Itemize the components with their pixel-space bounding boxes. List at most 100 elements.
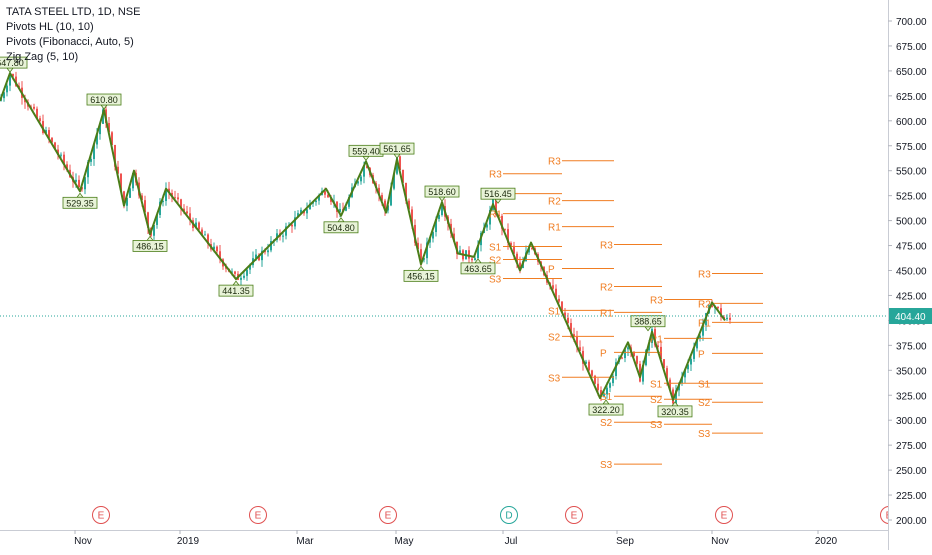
candle-body xyxy=(363,165,365,177)
candle-body xyxy=(51,137,53,143)
candle-body xyxy=(165,188,167,202)
candle-body xyxy=(195,222,197,229)
time-tick-label: May xyxy=(395,536,414,547)
pivot-hl-label: 486.15 xyxy=(132,235,168,252)
label-box xyxy=(0,56,28,69)
candle-body xyxy=(270,241,272,251)
pivot-label-r2: R2 xyxy=(600,282,613,293)
candle-body xyxy=(687,364,689,370)
pivot-label-r1: R1 xyxy=(650,334,663,345)
event-markers[interactable]: EEEDEEE xyxy=(92,506,898,524)
label-pointer xyxy=(644,326,652,332)
candle-body xyxy=(207,234,209,245)
price-tick-label: 450.00 xyxy=(896,267,927,278)
candle-body xyxy=(96,134,98,145)
candle-body xyxy=(99,123,101,135)
pivot-value: 456.15 xyxy=(407,271,435,281)
pivot-label-s1: S1 xyxy=(548,306,561,317)
candle-body xyxy=(393,173,395,189)
candle-body xyxy=(174,197,176,199)
candle-body xyxy=(726,317,728,320)
candle-body xyxy=(675,390,677,404)
candle-body xyxy=(240,277,242,280)
pivot-value: 441.35 xyxy=(222,286,250,296)
time-axis[interactable]: Nov 2019 Mar May Jul Sep Nov 2020 xyxy=(0,530,888,550)
pivot-label-s1: S1 xyxy=(698,379,711,390)
candlesticks xyxy=(0,71,731,409)
candle-body xyxy=(690,358,692,365)
pivot-hl-label: 322.20 xyxy=(588,399,624,416)
candle-body xyxy=(63,154,65,165)
label-box xyxy=(480,187,516,200)
candle-body xyxy=(39,118,41,122)
candle-body xyxy=(513,245,515,254)
candle-body xyxy=(384,200,386,211)
candle-body xyxy=(219,251,221,260)
candle-body xyxy=(54,142,56,150)
pivot-label-s3: S3 xyxy=(489,274,502,285)
candle-body xyxy=(381,195,383,201)
symbol-title[interactable]: TATA STEEL LTD, 1D, NSE xyxy=(6,6,141,18)
indicator-pivots-hl[interactable]: Pivots HL (10, 10) xyxy=(6,21,94,33)
label-pointer xyxy=(146,235,154,241)
candle-body xyxy=(297,213,299,218)
candle-body xyxy=(129,188,131,198)
candle-body xyxy=(411,209,413,225)
price-tick-label: 650.00 xyxy=(896,67,927,78)
candle-body xyxy=(642,365,644,382)
candle-body xyxy=(624,349,626,359)
candle-body xyxy=(435,218,437,233)
candle-body xyxy=(255,254,257,259)
candle-body xyxy=(663,359,665,369)
pivot-label-s2: S2 xyxy=(489,256,502,267)
time-tick-label: 2020 xyxy=(815,536,838,547)
candle-body xyxy=(696,338,698,349)
event-circle xyxy=(92,506,110,524)
candle-body xyxy=(231,271,233,273)
candle-body xyxy=(390,188,392,206)
candle-body xyxy=(348,197,350,207)
label-box xyxy=(86,93,122,106)
zigzag-line xyxy=(0,72,726,401)
candle-body xyxy=(213,246,215,250)
price-axis[interactable]: 700.00 675.00 650.00 625.00 600.00 575.00 550.… xyxy=(888,0,932,550)
pivot-hl-label: 463.65 xyxy=(460,258,496,275)
candle-body xyxy=(600,390,602,397)
pivot-hl-label: 320.35 xyxy=(657,401,693,418)
candle-body xyxy=(396,156,398,174)
last-price-badge: 404.40 xyxy=(889,308,932,325)
price-tick-label: 700.00 xyxy=(896,17,927,28)
pivot-value: 561.65 xyxy=(383,144,411,154)
time-tick-label: 2019 xyxy=(177,536,200,547)
candle-body xyxy=(423,258,425,260)
candle-body xyxy=(186,211,188,214)
candle-body xyxy=(198,222,200,230)
pivot-label-s3: S3 xyxy=(698,429,711,440)
candle-body xyxy=(438,215,440,219)
candle-body xyxy=(156,215,158,225)
candle-body xyxy=(579,347,581,351)
candle-body xyxy=(117,166,119,174)
indicator-fib-pivots[interactable]: Pivots (Fibonacci, Auto, 5) xyxy=(6,36,134,48)
time-tick-label: Mar xyxy=(296,536,314,547)
indicator-zigzag[interactable]: Zig Zag (5, 10) xyxy=(6,51,79,63)
earnings-marker: E xyxy=(715,506,733,524)
candle-body xyxy=(432,232,434,239)
event-label: E xyxy=(721,511,728,522)
event-circle xyxy=(500,506,518,524)
time-tick-label: Sep xyxy=(616,536,634,547)
candle-body xyxy=(378,187,380,196)
pivot-label-s1: S1 xyxy=(489,243,502,254)
pivot-hl-label: 529.35 xyxy=(62,192,98,209)
candle-body xyxy=(603,394,605,397)
candle-body xyxy=(504,228,506,230)
price-tick-label: 300.00 xyxy=(896,416,927,427)
label-box xyxy=(460,262,496,275)
pivot-hl-label: 610.80 xyxy=(86,93,122,110)
candle-body xyxy=(597,383,599,391)
price-tick-label: 425.00 xyxy=(896,291,927,302)
candle-body xyxy=(474,258,476,261)
price-tick-label: 325.00 xyxy=(896,391,927,402)
